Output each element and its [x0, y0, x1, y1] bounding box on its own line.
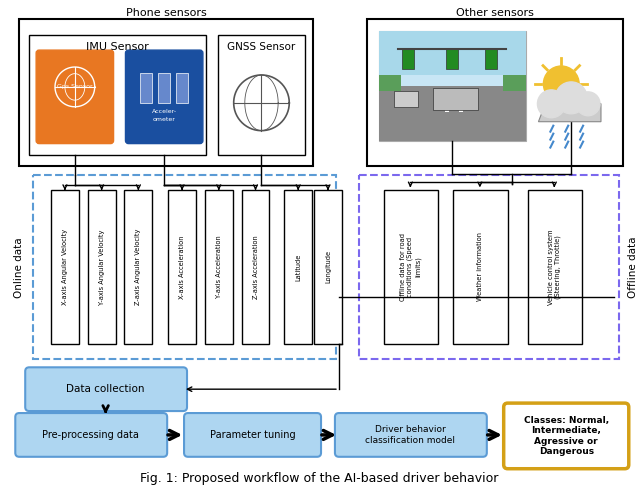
- Text: Driver behavior
classification model: Driver behavior classification model: [365, 425, 456, 445]
- Text: Data collection: Data collection: [67, 384, 145, 394]
- Text: X-axis Acceleration: X-axis Acceleration: [179, 235, 185, 299]
- Bar: [504, 75, 525, 91]
- Bar: [218, 35, 305, 155]
- Bar: [367, 19, 623, 166]
- Bar: [140, 73, 152, 103]
- Bar: [33, 175, 336, 359]
- Bar: [379, 86, 525, 140]
- Bar: [359, 175, 619, 359]
- Circle shape: [538, 90, 565, 118]
- Text: Online data: Online data: [14, 237, 24, 298]
- Text: X-axis Angular Velocity: X-axis Angular Velocity: [62, 229, 68, 305]
- Text: Weather information: Weather information: [477, 232, 483, 301]
- Bar: [242, 191, 269, 345]
- Bar: [19, 19, 313, 166]
- FancyBboxPatch shape: [184, 413, 321, 457]
- FancyBboxPatch shape: [25, 367, 187, 411]
- Text: Other sensors: Other sensors: [456, 8, 534, 18]
- Text: Gps Sensor: Gps Sensor: [57, 84, 93, 89]
- Bar: [403, 49, 414, 69]
- Bar: [205, 191, 233, 345]
- Bar: [527, 191, 582, 345]
- Text: Phone sensors: Phone sensors: [126, 8, 207, 18]
- FancyBboxPatch shape: [36, 50, 113, 143]
- Bar: [29, 35, 206, 155]
- Text: Fig. 1: Proposed workflow of the AI-based driver behavior: Fig. 1: Proposed workflow of the AI-base…: [140, 472, 498, 485]
- Text: Pre-processing data: Pre-processing data: [42, 430, 139, 440]
- Circle shape: [576, 92, 600, 116]
- Bar: [453, 191, 508, 345]
- Bar: [125, 191, 152, 345]
- Text: Offline data for road
conditions (Speed
limits): Offline data for road conditions (Speed …: [400, 233, 421, 301]
- Bar: [284, 191, 312, 345]
- Text: Offline data: Offline data: [628, 237, 637, 298]
- FancyBboxPatch shape: [504, 403, 628, 469]
- Circle shape: [543, 66, 579, 102]
- Bar: [168, 191, 196, 345]
- Bar: [383, 191, 438, 345]
- Bar: [394, 91, 419, 108]
- Bar: [446, 49, 458, 69]
- Bar: [88, 191, 116, 345]
- Text: Classes: Normal,
Intermediate,
Agressive or
Dangerous: Classes: Normal, Intermediate, Agressive…: [524, 416, 609, 456]
- FancyBboxPatch shape: [335, 413, 487, 457]
- Text: Z-axis Acceleration: Z-axis Acceleration: [253, 235, 259, 299]
- Bar: [445, 97, 449, 112]
- Bar: [485, 49, 497, 69]
- Text: Y-axis Angular Velocity: Y-axis Angular Velocity: [99, 229, 105, 304]
- Text: Z-axis Angular Velocity: Z-axis Angular Velocity: [136, 229, 141, 305]
- Bar: [379, 75, 401, 91]
- Text: Vehicle control system
(Steering, Throttle): Vehicle control system (Steering, Thrott…: [548, 229, 561, 304]
- Text: Longitude: Longitude: [325, 250, 331, 283]
- Circle shape: [556, 82, 587, 114]
- Bar: [460, 97, 463, 112]
- FancyBboxPatch shape: [125, 50, 203, 143]
- Bar: [433, 88, 478, 110]
- Bar: [379, 31, 525, 75]
- Text: Parameter tuning: Parameter tuning: [210, 430, 295, 440]
- Text: Acceler-: Acceler-: [152, 109, 177, 114]
- Text: ometer: ometer: [153, 117, 175, 122]
- Bar: [314, 191, 342, 345]
- Text: IMU Sensor: IMU Sensor: [86, 42, 149, 52]
- Polygon shape: [538, 96, 601, 122]
- Bar: [51, 191, 79, 345]
- Text: GNSS Sensor: GNSS Sensor: [227, 42, 296, 52]
- Bar: [158, 73, 170, 103]
- Bar: [379, 31, 525, 140]
- Text: Y-axis Acceleration: Y-axis Acceleration: [216, 236, 222, 298]
- Bar: [176, 73, 188, 103]
- FancyBboxPatch shape: [15, 413, 167, 457]
- Text: Latitude: Latitude: [295, 253, 301, 280]
